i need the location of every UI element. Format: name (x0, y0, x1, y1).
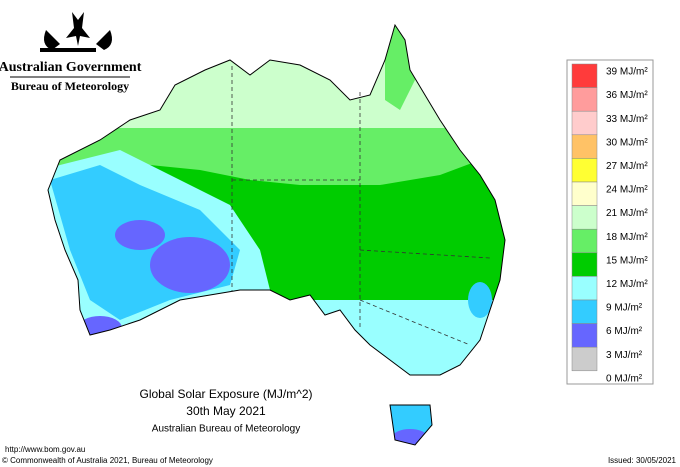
legend: 39 MJ/m² 36 MJ/m² 33 MJ/m² 30 MJ/m² 27 MJ/m²… (571, 63, 648, 384)
legend-swatch (571, 134, 598, 159)
legend-label: 6 MJ/m² (606, 326, 643, 337)
legend-swatch (571, 110, 598, 136)
legend-swatch (571, 276, 598, 301)
map-title: Global Solar Exposure (MJ/m^2) (139, 387, 312, 401)
legend-label: 3 MJ/m² (606, 350, 643, 361)
legend-label: 0 MJ/m² (606, 373, 643, 384)
coastline (47, 23, 506, 446)
map-source: Australian Bureau of Meteorology (152, 424, 300, 435)
legend-label: 12 MJ/m² (606, 279, 648, 290)
legend-swatch (571, 158, 598, 183)
issued-date: Issued: 30/05/2021 (608, 456, 677, 465)
map-date: 30th May 2021 (186, 404, 266, 418)
legend-label: 27 MJ/m² (606, 161, 648, 172)
legend-label: 39 MJ/m² (606, 67, 648, 78)
logo (40, 12, 112, 52)
legend-swatch (571, 87, 598, 112)
legend-label: 33 MJ/m² (606, 114, 648, 125)
government-name: Australian Government (0, 60, 142, 75)
copyright: © Commonwealth of Australia 2021, Bureau… (2, 456, 213, 465)
legend-swatch (571, 299, 598, 324)
legend-label: 30 MJ/m² (606, 137, 648, 148)
url: http://www.bom.gov.au (5, 445, 85, 454)
bureau-name: Bureau of Meteorology (11, 79, 129, 93)
legend-label: 24 MJ/m² (606, 185, 648, 196)
legend-swatch (571, 205, 598, 230)
legend-label: 21 MJ/m² (606, 208, 648, 219)
legend-label: 36 MJ/m² (606, 90, 648, 101)
legend-label: 15 MJ/m² (606, 255, 648, 266)
legend-swatch (571, 228, 598, 254)
legend-swatch (571, 346, 598, 372)
state-borders (231, 66, 491, 346)
legend-label: 9 MJ/m² (606, 303, 643, 314)
legend-swatch (571, 63, 598, 88)
legend-swatch (571, 181, 598, 206)
legend-swatch (571, 323, 598, 348)
legend-label: 18 MJ/m² (606, 232, 648, 243)
legend-swatch (571, 252, 598, 277)
